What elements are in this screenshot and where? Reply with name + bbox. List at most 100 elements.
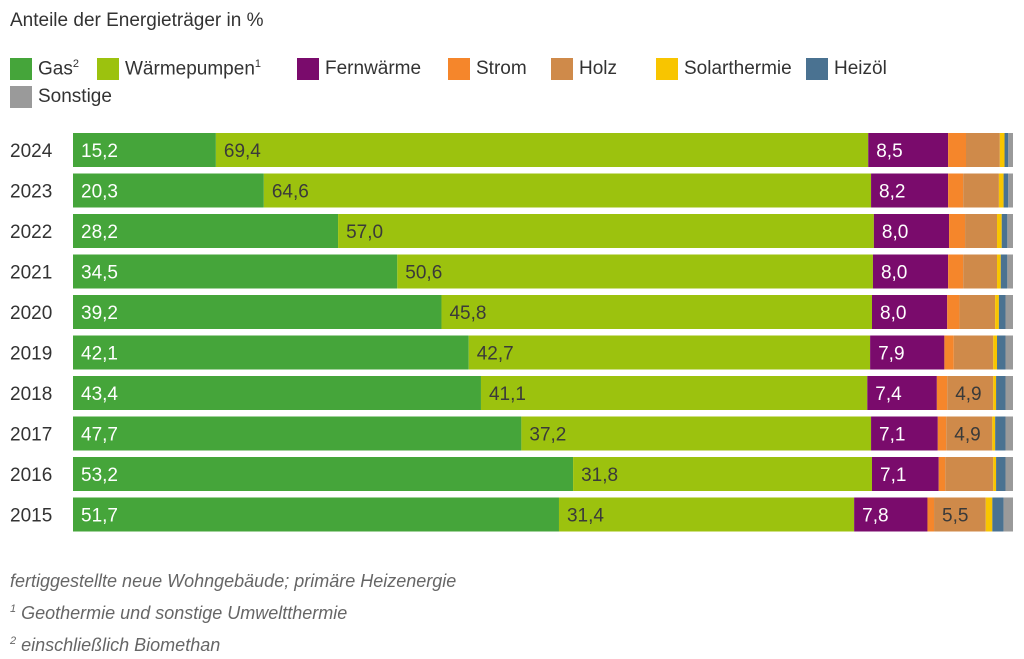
data-label-2017-series-4: 4,9: [954, 425, 980, 446]
legend-item-1: Wärmepumpen1: [97, 58, 261, 81]
legend-swatch: [97, 58, 119, 81]
bar-2022-series-1: [338, 214, 874, 248]
data-label-2021-series-1: 50,6: [405, 263, 442, 284]
bar-2016-series-0: [73, 457, 574, 491]
category-label-2022: 2022: [10, 222, 52, 243]
bar-2019-series-3: [944, 335, 954, 370]
bar-2020-series-2: [872, 295, 948, 329]
legend-label-text: Sonstige: [38, 86, 112, 107]
category-label-2016: 2016: [10, 465, 52, 486]
legend-label: Solarthermie: [684, 58, 792, 80]
legend-label-sup: 2: [72, 58, 79, 70]
bar-2019-series-0: [73, 335, 469, 370]
bar-2015-series-4: [934, 497, 986, 532]
bar-2022-series-5: [997, 214, 1002, 248]
bar-2021-series-3: [948, 254, 964, 289]
bar-2017-series-2: [871, 416, 938, 451]
bar-2022-series-7: [1007, 214, 1013, 248]
bar-2015-series-2: [854, 497, 928, 532]
bar-2018-series-6: [996, 376, 1006, 410]
bar-2015-series-7: [1003, 497, 1013, 532]
data-label-2022-series-1: 57,0: [346, 222, 383, 243]
legend-swatch: [551, 58, 573, 80]
bar-2016-series-7: [1005, 457, 1013, 491]
bar-2016-series-3: [938, 457, 946, 491]
footnote-1: 1 Geothermie und sonstige Umweltthermie: [10, 595, 456, 627]
bar-2015-series-0: [73, 497, 559, 532]
bar-2019-series-4: [953, 335, 994, 370]
data-label-2024-series-2: 8,5: [876, 141, 902, 162]
bar-2017-series-0: [73, 416, 522, 451]
data-label-2016-series-1: 31,8: [581, 465, 618, 486]
bar-2023-series-0: [73, 173, 264, 208]
legend-label: Wärmepumpen1: [125, 58, 261, 80]
bar-2022-series-4: [965, 214, 998, 248]
bar-2019-series-1: [468, 335, 871, 370]
bar-2018-series-4: [947, 376, 994, 410]
data-label-2016-series-0: 53,2: [81, 465, 118, 486]
bar-2023-series-3: [948, 173, 964, 208]
bar-2020-series-3: [947, 295, 960, 329]
bar-2022-series-3: [949, 214, 966, 248]
data-label-2022-series-2: 8,0: [882, 222, 908, 243]
data-label-2018-series-4: 4,9: [955, 384, 981, 405]
data-label-2015-series-4: 5,5: [942, 506, 968, 527]
data-label-2019-series-1: 42,7: [477, 344, 514, 365]
legend-swatch: [656, 58, 678, 80]
bar-2019-series-5: [993, 335, 998, 370]
bar-2015-series-6: [992, 497, 1004, 532]
chart-title: Anteile der Energieträger in %: [10, 10, 264, 31]
footnote-2-text: einschließlich Biomethan: [16, 635, 221, 655]
category-label-2021: 2021: [10, 263, 52, 284]
bar-2023-series-5: [998, 173, 1004, 208]
bar-2019-series-2: [870, 335, 945, 370]
legend-label: Heizöl: [834, 58, 887, 80]
data-label-2017-series-2: 7,1: [879, 425, 905, 446]
data-label-2024-series-0: 15,2: [81, 141, 118, 162]
bar-2022-series-2: [873, 214, 950, 248]
data-label-2020-series-1: 45,8: [449, 303, 486, 324]
bar-2024-series-1: [215, 133, 869, 167]
data-label-2022-series-0: 28,2: [81, 222, 118, 243]
legend-label: Holz: [579, 58, 617, 80]
bar-2015-series-3: [927, 497, 935, 532]
bar-2019-series-6: [997, 335, 1006, 370]
data-label-2018-series-0: 43,4: [81, 384, 118, 405]
bar-2017-series-5: [992, 416, 996, 451]
footnote-scope: fertiggestellte neue Wohngebäude; primär…: [10, 571, 457, 591]
footnote-2: 2 einschließlich Biomethan: [10, 627, 456, 659]
bar-2018-series-5: [993, 376, 997, 410]
bar-2016-series-4: [945, 457, 994, 491]
bar-2017-series-1: [521, 416, 872, 451]
data-label-2020-series-2: 8,0: [880, 303, 906, 324]
data-label-2016-series-2: 7,1: [880, 465, 906, 486]
legend-label-text: Heizöl: [834, 58, 887, 79]
bar-2024-series-2: [868, 133, 949, 167]
data-label-2015-series-2: 7,8: [862, 506, 888, 527]
bar-2023-series-6: [1003, 173, 1009, 208]
data-label-2019-series-2: 7,9: [878, 344, 904, 365]
legend-item-0: Gas2: [10, 58, 79, 81]
legend-item-7: Sonstige: [10, 86, 112, 108]
data-label-2020-series-0: 39,2: [81, 303, 118, 324]
legend-label-text: Fernwärme: [325, 58, 422, 79]
bar-2018-series-7: [1005, 376, 1013, 410]
legend-label-text: Strom: [476, 58, 527, 79]
bar-2016-series-5: [993, 457, 997, 491]
data-label-2018-series-2: 7,4: [875, 384, 902, 405]
bar-2021-series-7: [1007, 254, 1013, 289]
data-label-2017-series-0: 47,7: [81, 425, 118, 446]
legend-item-5: Solarthermie: [656, 58, 792, 80]
legend-label-text: Holz: [579, 58, 618, 79]
legend-label-sup: 1: [254, 58, 262, 70]
legend-label: Sonstige: [38, 86, 112, 108]
category-label-2018: 2018: [10, 384, 52, 405]
bar-2015-series-5: [985, 497, 993, 532]
bar-2017-series-4: [946, 416, 993, 451]
bar-2018-series-1: [480, 376, 868, 410]
bar-2018-series-2: [867, 376, 937, 410]
bar-2020-series-5: [995, 295, 999, 329]
category-label-2015: 2015: [10, 506, 52, 527]
bar-2021-series-0: [73, 254, 398, 289]
data-label-2023-series-1: 64,6: [272, 182, 309, 203]
